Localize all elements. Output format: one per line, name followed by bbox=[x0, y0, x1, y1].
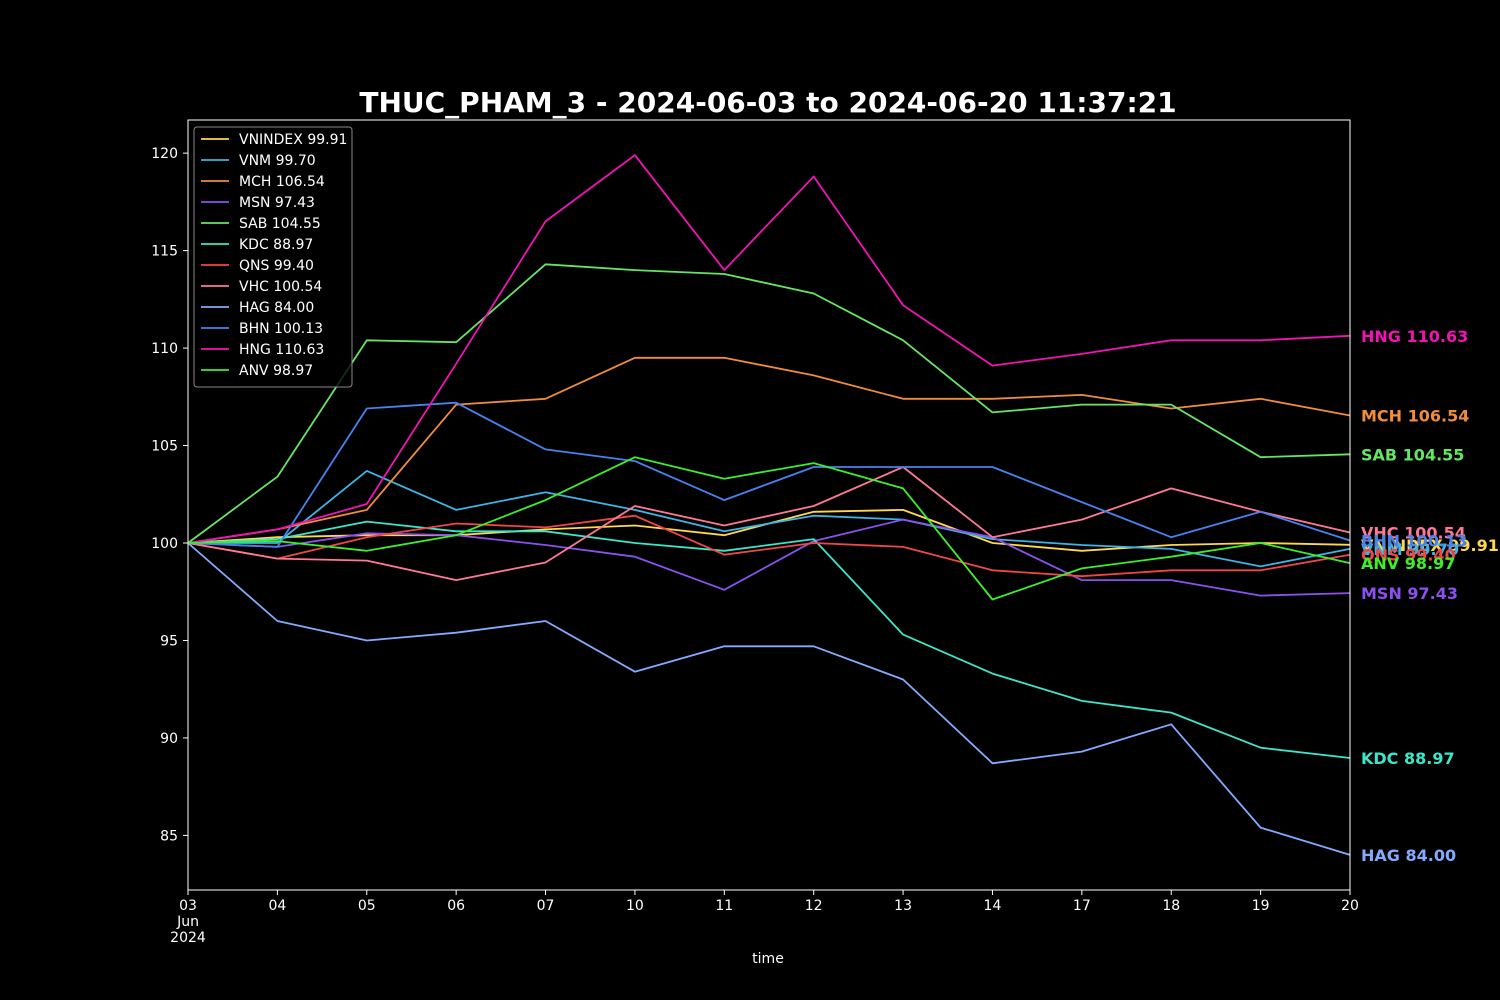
x-tick-label: 18 bbox=[1162, 898, 1180, 914]
x-tick-label: 11 bbox=[715, 898, 733, 914]
legend-entry: ANV 98.97 bbox=[239, 363, 313, 379]
series-line-msn bbox=[187, 518, 1351, 597]
x-axis: 03 Jun 2024 04 05 06 07 10 11 12 13 14 17 18 19 20 bbox=[170, 890, 1359, 946]
x-tick-label: 19 bbox=[1252, 898, 1270, 914]
y-tick-label: 120 bbox=[151, 146, 178, 162]
end-label-vnindex: VNINDEX 99.91 bbox=[1361, 536, 1499, 555]
x-axis-label: time bbox=[752, 951, 784, 967]
end-label-mch: MCH 106.54 bbox=[1361, 407, 1469, 426]
end-label-vnm: VNM 99.70 bbox=[1361, 540, 1459, 559]
end-label-anv: ANV 98.97 bbox=[1361, 554, 1455, 573]
legend-entry: QNS 99.40 bbox=[239, 258, 314, 274]
y-tick-label: 95 bbox=[160, 633, 178, 649]
plot-area bbox=[187, 154, 1351, 856]
x-tick-label: 06 bbox=[447, 898, 465, 914]
legend-entry: VHC 100.54 bbox=[239, 279, 322, 295]
legend-entry: BHN 100.13 bbox=[239, 321, 323, 337]
x-tick-label: 10 bbox=[626, 898, 644, 914]
y-tick-label: 110 bbox=[151, 341, 178, 357]
x-tick-label: 14 bbox=[984, 898, 1002, 914]
series-line-kdc bbox=[187, 520, 1351, 759]
legend-entry: MCH 106.54 bbox=[239, 174, 325, 190]
legend-entry: VNM 99.70 bbox=[239, 153, 316, 169]
y-tick-label: 90 bbox=[160, 731, 178, 747]
series-line-mch bbox=[187, 356, 1351, 544]
end-label-vhc: VHC 100.54 bbox=[1361, 523, 1466, 542]
legend-box bbox=[193, 126, 353, 388]
series-line-anv bbox=[187, 456, 1351, 601]
x-tick-label: 12 bbox=[805, 898, 823, 914]
y-tick-label: 105 bbox=[151, 439, 178, 455]
series-line-sab bbox=[187, 263, 1351, 544]
end-label-qns: QNS 99.40 bbox=[1361, 546, 1456, 565]
end-label-msn: MSN 97.43 bbox=[1361, 584, 1458, 603]
legend-entry: HNG 110.63 bbox=[239, 342, 324, 358]
legend-entry: VNINDEX 99.91 bbox=[239, 132, 347, 148]
y-tick-label: 115 bbox=[151, 244, 178, 260]
legend-entry: HAG 84.00 bbox=[239, 300, 314, 316]
end-label-sab: SAB 104.55 bbox=[1361, 445, 1464, 464]
legend-entry: KDC 88.97 bbox=[239, 237, 313, 253]
end-label-bhn: BHN 100.13 bbox=[1361, 531, 1467, 550]
end-label-kdc: KDC 88.97 bbox=[1361, 749, 1455, 768]
end-label-hng: HNG 110.63 bbox=[1361, 327, 1468, 346]
x-tick-label: 03 Jun 2024 bbox=[170, 898, 206, 946]
legend-entry: SAB 104.55 bbox=[239, 216, 321, 232]
y-tick-label: 100 bbox=[151, 536, 178, 552]
series-line-bhn bbox=[187, 401, 1351, 548]
x-tick-label: 17 bbox=[1073, 898, 1091, 914]
series-line-vnm bbox=[188, 469, 1351, 568]
chart-title: THUC_PHAM_3 - 2024-06-03 to 2024-06-20 1… bbox=[359, 86, 1176, 119]
series-line-hag bbox=[187, 542, 1351, 856]
x-tick-label: 04 bbox=[268, 898, 286, 914]
plot-frame bbox=[187, 119, 1351, 891]
y-axis: 85 90 95 100 105 110 115 120 bbox=[151, 146, 188, 844]
x-tick-label: 13 bbox=[894, 898, 912, 914]
x-tick-label: 20 bbox=[1341, 898, 1359, 914]
series-line-qns bbox=[187, 514, 1351, 578]
legend: VNINDEX 99.91 VNM 99.70 MCH 106.54 MSN 97.4… bbox=[193, 126, 353, 388]
legend-entry: MSN 97.43 bbox=[239, 195, 315, 211]
x-tick-label: 07 bbox=[537, 898, 555, 914]
end-label-hag: HAG 84.00 bbox=[1361, 846, 1456, 865]
y-tick-label: 85 bbox=[160, 828, 178, 844]
series-line-vhc bbox=[187, 466, 1351, 581]
x-tick-label: 05 bbox=[358, 898, 376, 914]
series-line-hng bbox=[187, 154, 1351, 544]
